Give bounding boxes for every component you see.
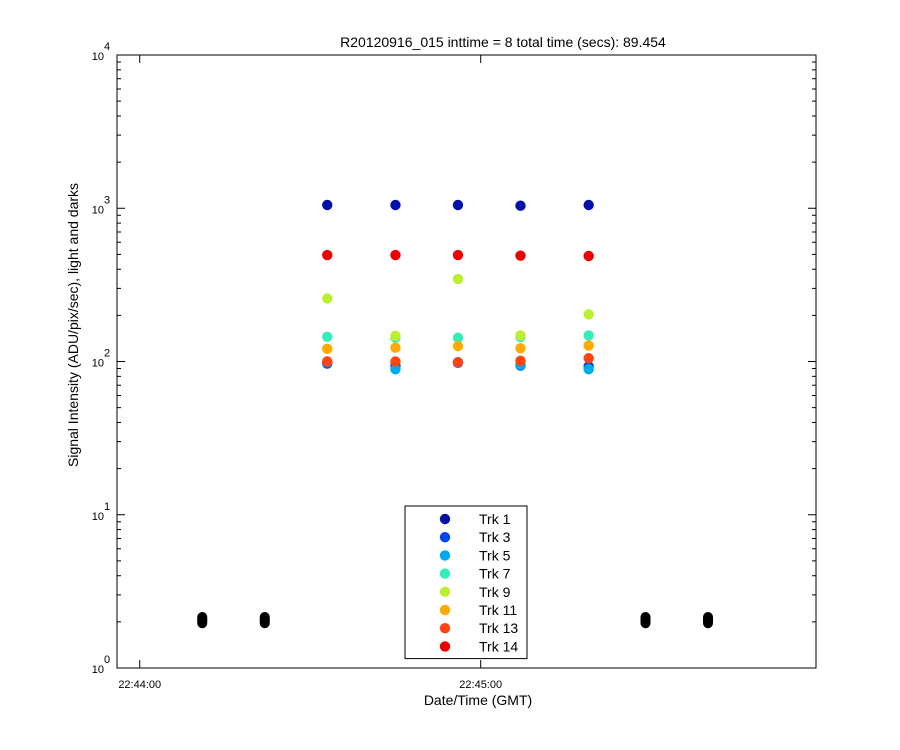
data-point xyxy=(452,356,464,368)
data-point xyxy=(452,199,464,211)
data-point xyxy=(390,364,401,375)
x-tick-label: 22:44:00 xyxy=(118,679,161,691)
data-point xyxy=(322,293,333,304)
legend-marker xyxy=(439,604,451,616)
data-point xyxy=(515,355,526,367)
data-point xyxy=(583,353,594,364)
y-tick-label-exponent: 4 xyxy=(104,41,110,53)
legend-marker xyxy=(439,568,451,579)
y-tick-label-base: 10 xyxy=(92,358,104,370)
data-point xyxy=(390,199,401,211)
dark-point xyxy=(640,614,651,625)
dark-point xyxy=(703,614,714,625)
data-point xyxy=(322,331,333,342)
data-point xyxy=(583,199,594,211)
data-point xyxy=(515,343,526,354)
data-point xyxy=(390,342,401,353)
y-tick-label-base: 10 xyxy=(92,51,104,63)
legend-label: Trk 14 xyxy=(479,638,518,654)
data-point xyxy=(390,330,401,342)
legend: Trk 1 Trk 3 Trk 5 Trk 7 Trk 9 Trk 11 Trk 13 Trk… xyxy=(404,505,528,660)
data-point xyxy=(515,250,526,261)
data-points xyxy=(197,199,714,629)
y-tick-label-exponent: 3 xyxy=(104,194,110,206)
legend-box xyxy=(404,505,528,660)
data-point xyxy=(452,332,464,343)
legend-marker xyxy=(439,586,451,597)
y-tick-label-exponent: 1 xyxy=(104,501,110,513)
data-point xyxy=(583,330,594,341)
data-point xyxy=(390,356,401,367)
dark-point xyxy=(259,614,270,625)
legend-marker xyxy=(439,641,451,652)
legend-marker xyxy=(439,550,451,561)
y-tick-label-exponent: 0 xyxy=(104,654,110,666)
y-tick-label-base: 10 xyxy=(92,511,104,523)
data-point xyxy=(515,330,526,341)
data-point xyxy=(452,340,464,352)
y-tick-label-exponent: 2 xyxy=(104,348,110,360)
data-point xyxy=(515,200,526,211)
data-point xyxy=(583,309,594,320)
data-point xyxy=(452,249,464,261)
chart-title: R20120916_015 inttime = 8 total time (se… xyxy=(340,34,666,50)
legend-marker xyxy=(439,623,451,634)
y-tick-label-base: 10 xyxy=(92,204,104,216)
legend-label: Trk 13 xyxy=(479,620,518,636)
x-axis-title: Date/Time (GMT) xyxy=(424,692,532,708)
legend-label: Trk 5 xyxy=(479,547,511,563)
data-point xyxy=(322,356,333,367)
legend-label: Trk 7 xyxy=(479,566,511,582)
data-point xyxy=(583,364,594,375)
dark-point xyxy=(197,615,208,626)
legend-marker xyxy=(439,532,451,543)
x-tick-label: 22:45:00 xyxy=(459,679,502,691)
y-tick-label-base: 10 xyxy=(92,664,104,676)
data-point xyxy=(322,249,333,261)
legend-label: Trk 3 xyxy=(479,529,511,545)
data-point xyxy=(322,199,333,211)
x-axis: 22:44:00 22:45:00 xyxy=(118,55,502,691)
legend-marker xyxy=(439,513,451,525)
legend-label: Trk 9 xyxy=(479,584,511,600)
legend-label: Trk 1 xyxy=(479,511,511,527)
data-point xyxy=(390,249,401,261)
legend-label: Trk 11 xyxy=(479,602,517,618)
data-point xyxy=(583,250,594,262)
data-point xyxy=(322,343,333,355)
data-point xyxy=(583,340,594,351)
data-point xyxy=(452,273,464,285)
y-axis-title: Signal Intensity (ADU/pix/sec), light an… xyxy=(65,183,81,467)
